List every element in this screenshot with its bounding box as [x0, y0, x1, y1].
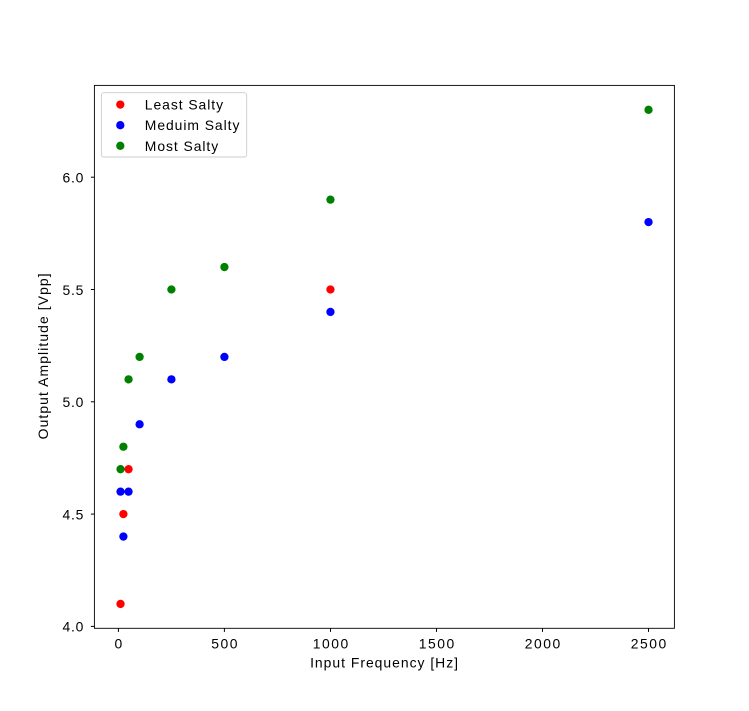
svg-text:5.5: 5.5 [62, 282, 84, 298]
svg-text:4.0: 4.0 [62, 619, 84, 635]
svg-text:500: 500 [211, 636, 239, 652]
svg-text:Output Amplitude [Vpp]: Output Amplitude [Vpp] [35, 272, 51, 439]
svg-text:Meduim Salty: Meduim Salty [145, 117, 241, 133]
svg-text:4.5: 4.5 [62, 506, 84, 522]
svg-text:Least Salty: Least Salty [145, 97, 224, 113]
svg-text:Input Frequency [Hz]: Input Frequency [Hz] [310, 654, 459, 670]
svg-text:Most Salty: Most Salty [145, 138, 219, 154]
svg-text:6.0: 6.0 [62, 170, 84, 186]
svg-text:2500: 2500 [631, 636, 668, 652]
svg-text:1500: 1500 [419, 636, 456, 652]
svg-text:0: 0 [115, 636, 124, 652]
svg-text:5.0: 5.0 [62, 394, 84, 410]
svg-text:1000: 1000 [313, 636, 350, 652]
svg-text:2000: 2000 [525, 636, 562, 652]
